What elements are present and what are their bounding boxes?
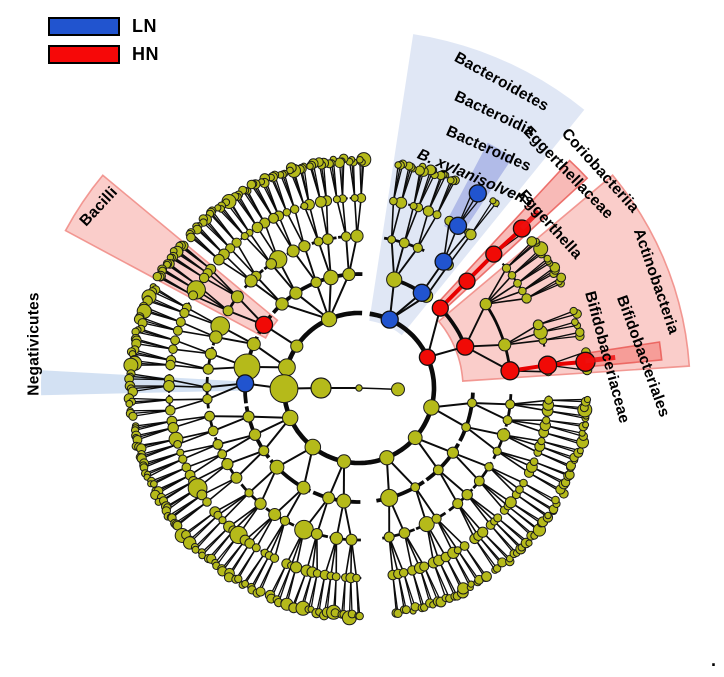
highlight-node-c-actinobacteria <box>456 337 475 356</box>
highlight-node-o-bacteroidales <box>434 252 453 271</box>
highlight-node-f-bifidobacteriaceae <box>537 355 558 375</box>
corner-mark: . <box>710 650 716 670</box>
highlight-node-c-bacilli <box>254 315 274 335</box>
highlight-node-f-eggerthellaceae <box>485 245 503 263</box>
highlight-node-o-eggerthellales <box>458 272 476 290</box>
highlight-node-g-bacteroides <box>468 184 487 203</box>
legend-item-ln: LN <box>48 16 159 36</box>
highlight-node-p-bacteroidetes <box>380 310 399 329</box>
layer-nodes <box>123 152 593 626</box>
legend-label-hn: HN <box>132 43 159 64</box>
highlight-node-p-actinobacteria <box>418 348 437 366</box>
highlight-node-c-bacteroidia <box>412 283 431 302</box>
taxon-label-negativicutes: Negativicutes <box>26 292 43 395</box>
highlight-node-f-bacteroidaceae <box>448 216 468 235</box>
red-stub-bifido-stub <box>585 354 616 364</box>
legend: LN HN <box>48 16 159 72</box>
legend-item-hn: HN <box>48 44 159 64</box>
highlight-node-o-bifidobacteriales <box>500 361 520 381</box>
legend-label-ln: LN <box>132 15 157 36</box>
legend-swatch-hn-icon <box>48 44 120 64</box>
layer-hi <box>235 184 616 393</box>
highlight-node-c-negativicutes <box>235 374 255 393</box>
legend-swatch-ln-icon <box>48 16 120 36</box>
red-stub-eggerthella-stub <box>519 209 541 230</box>
wedge-negativicutes <box>41 370 248 396</box>
highlight-node-c-coriobacteriia <box>431 299 449 317</box>
